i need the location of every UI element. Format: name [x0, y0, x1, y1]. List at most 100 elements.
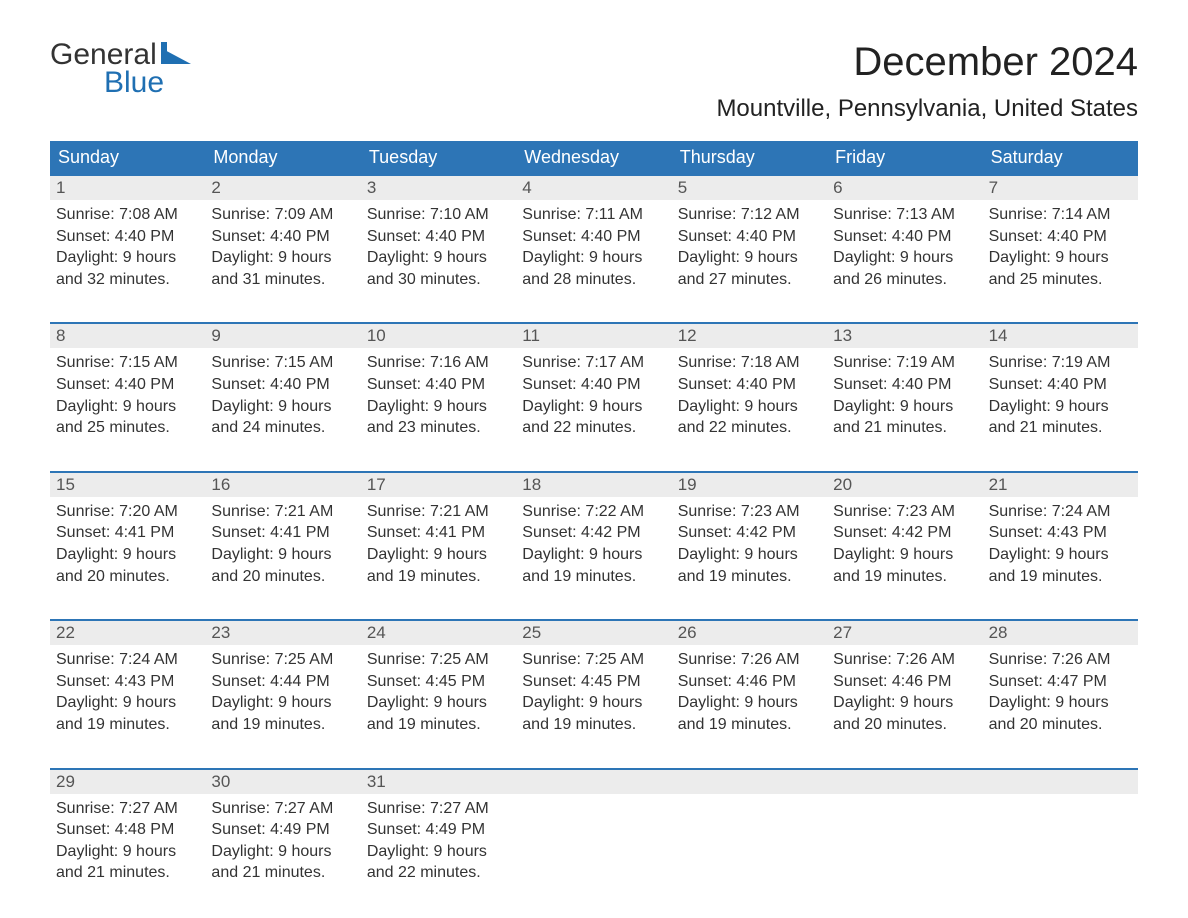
sunrise-value: 7:14 AM	[1052, 206, 1111, 223]
minutes-label: minutes.	[571, 419, 636, 436]
daylight-minutes: 30	[398, 271, 416, 288]
day-cell: Sunrise: 7:10 AMSunset: 4:40 PMDaylight:…	[361, 200, 516, 294]
daylight-label: Daylight:	[56, 694, 123, 711]
daylight-line2: and 22 minutes.	[522, 417, 665, 439]
minutes-label: minutes.	[260, 716, 325, 733]
daynum-band: 293031	[50, 770, 1138, 794]
and-label: and	[367, 419, 398, 436]
daylight-hours: 9 hours	[900, 546, 953, 563]
daylight-minutes: 25	[87, 419, 105, 436]
sunrise-line: Sunrise: 7:15 AM	[211, 352, 354, 374]
sunrise-line: Sunrise: 7:11 AM	[522, 204, 665, 226]
day-number: 11	[516, 324, 671, 348]
daylight-line2: and 21 minutes.	[833, 417, 976, 439]
minutes-label: minutes.	[105, 568, 170, 585]
sunrise-line: Sunrise: 7:24 AM	[989, 501, 1132, 523]
daylight-line1: Daylight: 9 hours	[989, 692, 1132, 714]
sunrise-label: Sunrise:	[989, 354, 1052, 371]
daylight-label: Daylight:	[56, 546, 123, 563]
and-label: and	[989, 568, 1020, 585]
daynum-band: 891011121314	[50, 324, 1138, 348]
day-number: 18	[516, 473, 671, 497]
sunrise-line: Sunrise: 7:19 AM	[833, 352, 976, 374]
day-cell: Sunrise: 7:24 AMSunset: 4:43 PMDaylight:…	[50, 645, 205, 739]
daylight-label: Daylight:	[989, 546, 1056, 563]
daylight-line2: and 25 minutes.	[989, 269, 1132, 291]
day-number: 2	[205, 176, 360, 200]
day-cell	[516, 794, 671, 888]
daylight-minutes: 20	[1020, 716, 1038, 733]
day-number: 28	[983, 621, 1138, 645]
day-number	[983, 770, 1138, 794]
sunrise-line: Sunrise: 7:13 AM	[833, 204, 976, 226]
day-number: 31	[361, 770, 516, 794]
flag-icon	[161, 40, 191, 70]
daylight-line2: and 19 minutes.	[211, 714, 354, 736]
day-cell: Sunrise: 7:11 AMSunset: 4:40 PMDaylight:…	[516, 200, 671, 294]
sunset-value: 4:40 PM	[1047, 228, 1107, 245]
sunrise-label: Sunrise:	[367, 206, 430, 223]
sunset-label: Sunset:	[56, 376, 115, 393]
sunrise-line: Sunrise: 7:26 AM	[833, 649, 976, 671]
daylight-line1: Daylight: 9 hours	[678, 247, 821, 269]
minutes-label: minutes.	[105, 716, 170, 733]
daylight-line2: and 19 minutes.	[522, 714, 665, 736]
sunset-value: 4:42 PM	[892, 524, 952, 541]
sunrise-label: Sunrise:	[989, 206, 1052, 223]
daylight-label: Daylight:	[678, 249, 745, 266]
daylight-hours: 9 hours	[123, 546, 176, 563]
weekday-cell: Thursday	[672, 141, 827, 174]
minutes-label: minutes.	[882, 419, 947, 436]
sunset-line: Sunset: 4:49 PM	[367, 819, 510, 841]
sunrise-label: Sunrise:	[211, 651, 274, 668]
sunset-label: Sunset:	[989, 673, 1048, 690]
day-number: 29	[50, 770, 205, 794]
sunset-label: Sunset:	[522, 228, 581, 245]
day-cell	[983, 794, 1138, 888]
daylight-minutes: 22	[398, 864, 416, 881]
sunrise-value: 7:21 AM	[275, 503, 334, 520]
and-label: and	[367, 716, 398, 733]
day-cell: Sunrise: 7:27 AMSunset: 4:49 PMDaylight:…	[361, 794, 516, 888]
week-row: 1234567Sunrise: 7:08 AMSunset: 4:40 PMDa…	[50, 174, 1138, 294]
sunset-line: Sunset: 4:42 PM	[522, 522, 665, 544]
day-cell: Sunrise: 7:15 AMSunset: 4:40 PMDaylight:…	[205, 348, 360, 442]
daylight-hours: 9 hours	[278, 843, 331, 860]
daylight-hours: 9 hours	[434, 398, 487, 415]
day-cell: Sunrise: 7:22 AMSunset: 4:42 PMDaylight:…	[516, 497, 671, 591]
page-header: General Blue December 2024 Mountville, P…	[50, 40, 1138, 123]
day-number: 26	[672, 621, 827, 645]
daylight-line2: and 23 minutes.	[367, 417, 510, 439]
day-number: 30	[205, 770, 360, 794]
daylight-line2: and 26 minutes.	[833, 269, 976, 291]
week-row: 15161718192021Sunrise: 7:20 AMSunset: 4:…	[50, 471, 1138, 591]
day-cell: Sunrise: 7:23 AMSunset: 4:42 PMDaylight:…	[827, 497, 982, 591]
sunset-value: 4:43 PM	[115, 673, 175, 690]
sunset-label: Sunset:	[833, 228, 892, 245]
daylight-label: Daylight:	[56, 398, 123, 415]
sunrise-line: Sunrise: 7:14 AM	[989, 204, 1132, 226]
sunset-label: Sunset:	[211, 376, 270, 393]
and-label: and	[367, 568, 398, 585]
week-row: 293031 Sunrise: 7:27 AMSunset: 4:48 PMDa…	[50, 768, 1138, 888]
daylight-line2: and 28 minutes.	[522, 269, 665, 291]
daylight-hours: 9 hours	[589, 546, 642, 563]
and-label: and	[678, 716, 709, 733]
sunrise-value: 7:24 AM	[119, 651, 178, 668]
sunset-value: 4:43 PM	[1047, 524, 1107, 541]
daylight-line2: and 20 minutes.	[833, 714, 976, 736]
and-label: and	[989, 716, 1020, 733]
sunset-label: Sunset:	[833, 524, 892, 541]
sunrise-label: Sunrise:	[678, 354, 741, 371]
daylight-line1: Daylight: 9 hours	[678, 544, 821, 566]
sunset-value: 4:46 PM	[892, 673, 952, 690]
sunset-line: Sunset: 4:40 PM	[211, 374, 354, 396]
day-cell: Sunrise: 7:17 AMSunset: 4:40 PMDaylight:…	[516, 348, 671, 442]
sunrise-label: Sunrise:	[367, 354, 430, 371]
daylight-label: Daylight:	[833, 398, 900, 415]
sunrise-value: 7:22 AM	[585, 503, 644, 520]
sunset-label: Sunset:	[989, 228, 1048, 245]
day-cell: Sunrise: 7:12 AMSunset: 4:40 PMDaylight:…	[672, 200, 827, 294]
sunset-label: Sunset:	[211, 821, 270, 838]
daylight-line1: Daylight: 9 hours	[367, 544, 510, 566]
